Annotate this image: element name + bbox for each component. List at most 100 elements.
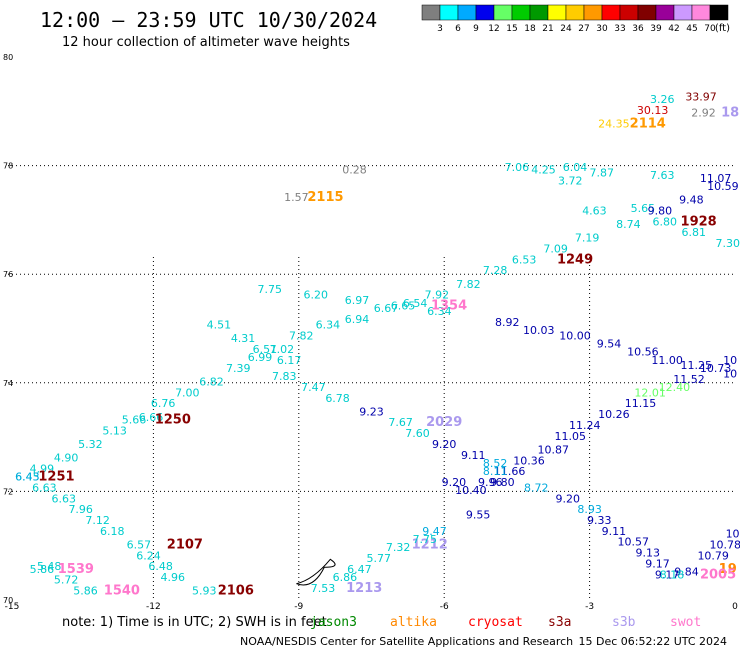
colorbar-tick-label: 3 xyxy=(437,24,443,34)
data-point-label: 11.00 xyxy=(651,354,683,367)
data-point-label: 6.54 xyxy=(403,297,428,310)
data-point-label: 9.20 xyxy=(442,476,467,489)
data-point-label: 6.76 xyxy=(151,397,176,410)
data-point-label: 8.11 xyxy=(483,465,508,478)
colorbar: 3 6 9 12 15 18 21 24 27 30 33 36 39 42 45 70 xyxy=(421,4,729,34)
data-point-label: 11.15 xyxy=(625,397,657,410)
y-tick-label: 78 xyxy=(3,162,13,171)
data-point-label: 9.84 xyxy=(674,566,699,579)
data-point-label: 8.92 xyxy=(495,316,520,329)
data-point-label: 10.87 xyxy=(538,443,570,456)
data-point-label: 7.67 xyxy=(388,416,413,429)
x-tick-label: -3 xyxy=(585,602,594,612)
data-point-label: 10 xyxy=(726,528,740,541)
x-tick-label: -6 xyxy=(440,602,449,612)
colorbar-tick-label: 27 xyxy=(578,24,589,34)
data-point-label: 10 xyxy=(723,354,737,367)
data-point-label: 8.93 xyxy=(577,503,602,516)
data-point-label: 2.92 xyxy=(691,107,716,120)
colorbar-swatch xyxy=(439,4,459,21)
colorbar-swatch xyxy=(547,4,567,21)
data-point-label: 10.26 xyxy=(598,408,630,421)
data-point-label: 9.11 xyxy=(602,525,627,538)
ship-tracks xyxy=(296,558,336,586)
data-point-label: 10.56 xyxy=(627,346,659,359)
data-point-label: 4.90 xyxy=(54,452,79,465)
data-point-label: 9.33 xyxy=(587,514,612,527)
mission-label-cryosat: cryosat xyxy=(468,615,523,630)
colorbar-swatch xyxy=(655,4,675,21)
data-point-label: 2115 xyxy=(307,190,343,205)
y-tick-label: 80 xyxy=(3,53,13,62)
colorbar-tick-label: 42 xyxy=(668,24,679,34)
data-point-label: 5.93 xyxy=(192,585,217,598)
mission-legend: jason3 altika cryosat s3a s3b swot xyxy=(310,615,701,630)
data-point-label: 6.57 xyxy=(127,538,152,551)
data-point-label: 11.25 xyxy=(680,359,712,372)
data-point-label: 5.65 xyxy=(631,202,656,215)
data-point-label: 12.40 xyxy=(659,381,691,394)
data-point-label: 7.09 xyxy=(543,242,568,255)
data-point-label: 8.72 xyxy=(524,481,549,494)
data-point-label: 6.99 xyxy=(248,351,273,364)
data-point-label: 0.28 xyxy=(342,164,367,177)
data-point-label: 1928 xyxy=(681,214,717,229)
data-point-label: 11.05 xyxy=(554,430,586,443)
mission-label-jason3: jason3 xyxy=(310,615,357,630)
data-point-label: 4.99 xyxy=(30,462,55,475)
colorbar-tick-label: 30 xyxy=(596,24,608,34)
data-point-label: 7.75 xyxy=(413,533,438,546)
data-point-label: 10.79 xyxy=(697,549,729,562)
data-point-label: 7.00 xyxy=(175,386,200,399)
data-point-label: 6.24 xyxy=(136,549,161,562)
colorbar-tick-label: 45 xyxy=(686,24,697,34)
colorbar-swatch xyxy=(691,4,711,21)
colorbar-swatch xyxy=(511,4,531,21)
data-point-label: 6.65 xyxy=(391,299,416,312)
data-point-label: 6.18 xyxy=(100,525,125,538)
data-point-label: 24.35 xyxy=(598,118,630,131)
data-point-label: 1212 xyxy=(412,537,448,552)
data-point-label: 6.80 xyxy=(652,215,677,228)
data-point-label: 8.52 xyxy=(483,457,508,470)
data-point-label: 7.63 xyxy=(650,169,675,182)
colorbar-tick-label: 36 xyxy=(632,24,644,34)
data-point-label: 6.97 xyxy=(345,294,370,307)
data-point-label: 1251 xyxy=(38,470,74,485)
chart-title: 12:00 – 23:59 UTC 10/30/2024 xyxy=(40,8,377,32)
data-point-label: 4.51 xyxy=(207,319,232,332)
data-point-label: 7.02 xyxy=(270,343,295,356)
footer-timestamp: 15 Dec 06:52:22 UTC 2024 xyxy=(579,635,727,648)
data-point-label: 9.17 xyxy=(645,557,670,570)
data-point-label: 9.55 xyxy=(466,509,491,522)
data-point-label: 7.19 xyxy=(575,232,600,245)
colorbar-tick-label: 6 xyxy=(455,24,461,34)
data-point-label: 5.66 xyxy=(122,414,147,427)
data-point-label: 7.39 xyxy=(226,362,251,375)
mission-label-swot: swot xyxy=(670,615,701,630)
data-point-label: 7.47 xyxy=(301,381,326,394)
data-point-label: 4.31 xyxy=(231,332,256,345)
data-point-label: 7.96 xyxy=(68,503,93,516)
data-point-label: 4.63 xyxy=(582,204,607,217)
data-point-label: 6.20 xyxy=(304,289,329,302)
data-point-label: 5.72 xyxy=(54,574,79,587)
data-point-label: 7.12 xyxy=(85,514,110,527)
colorbar-swatch xyxy=(421,4,441,21)
data-point-label: 2107 xyxy=(167,537,203,552)
data-point-label: 18 xyxy=(721,106,739,121)
data-point-label: 9.17 xyxy=(655,568,680,581)
data-point-label: 5.86 xyxy=(30,563,55,576)
data-point-label: 5.48 xyxy=(37,560,62,573)
data-point-label: 6.51 xyxy=(253,343,278,356)
data-point-label: 11.07 xyxy=(700,172,732,185)
data-point-label: 6.66 xyxy=(139,411,164,424)
colorbar-swatch xyxy=(619,4,639,21)
data-point-label: 6.34 xyxy=(316,319,341,332)
track-line xyxy=(296,558,336,586)
data-point-label: 4.96 xyxy=(161,571,186,584)
data-point-label: 1249 xyxy=(557,252,593,267)
data-point-label: 3.26 xyxy=(650,93,675,106)
data-point-label: 7.82 xyxy=(456,278,481,291)
